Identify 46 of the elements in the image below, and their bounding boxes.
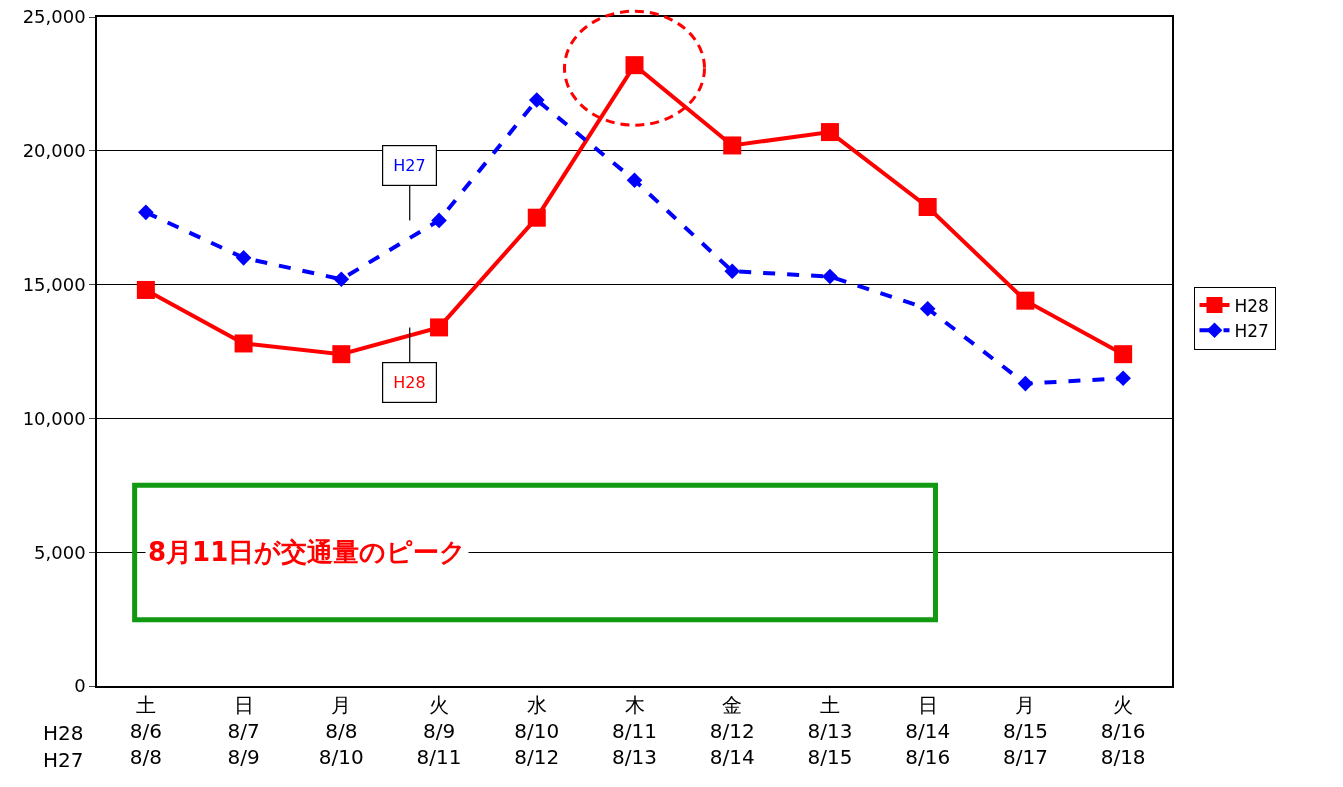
point — [527, 208, 546, 227]
x-tick-label: 木 8/11 8/13 — [612, 692, 657, 769]
x-tick-label: 土 8/6 8/8 — [129, 692, 162, 769]
point — [822, 268, 838, 285]
text: H28 — [43, 721, 84, 745]
point — [430, 318, 449, 337]
x-tick-label: 日 8/14 8/16 — [905, 692, 951, 769]
point — [724, 263, 741, 280]
point — [235, 250, 252, 266]
x-tick-label: 日 8/7 8/9 — [227, 692, 260, 769]
x-tick-label: 火 8/16 8/18 — [1100, 692, 1146, 769]
x-tick-label: 月 8/8 8/10 — [318, 692, 364, 769]
y-tick-label: 5,000 — [34, 541, 86, 563]
point — [919, 300, 936, 317]
legend-label: H28 — [1234, 295, 1269, 316]
point — [333, 271, 350, 288]
x-tick-label: 月 8/15 8/17 — [1002, 692, 1048, 769]
point — [625, 56, 644, 75]
point — [431, 212, 447, 229]
annotation: 8月11日が交通量のピーク — [148, 537, 467, 567]
y-tick-label: 25,000 — [22, 6, 86, 28]
point — [820, 123, 839, 142]
point — [332, 345, 351, 364]
y-tick-label: 15,000 — [22, 273, 86, 295]
point — [626, 172, 643, 189]
point — [1016, 291, 1035, 310]
point — [1115, 370, 1131, 387]
point — [528, 92, 545, 108]
point — [1017, 375, 1034, 392]
y-tick-label: 0 — [74, 675, 86, 697]
point — [918, 198, 937, 216]
legend-label: H27 — [1234, 320, 1269, 341]
x-tick-label: 水 8/10 8/12 — [514, 692, 560, 769]
y-tick-label: 10,000 — [22, 407, 86, 429]
x-tick-label: 火 8/9 8/11 — [416, 692, 462, 769]
point — [723, 136, 742, 155]
point — [1114, 345, 1133, 364]
point — [136, 280, 155, 299]
point — [138, 204, 154, 221]
text: H27 — [43, 748, 84, 772]
x-tick-label: 金 8/12 8/14 — [709, 692, 755, 769]
y-tick-label: 20,000 — [22, 140, 86, 162]
x-tick-label: 土 8/13 8/15 — [807, 692, 853, 769]
annotation: H28 — [393, 373, 426, 393]
annotation: H27 — [393, 156, 426, 176]
point — [234, 334, 253, 353]
